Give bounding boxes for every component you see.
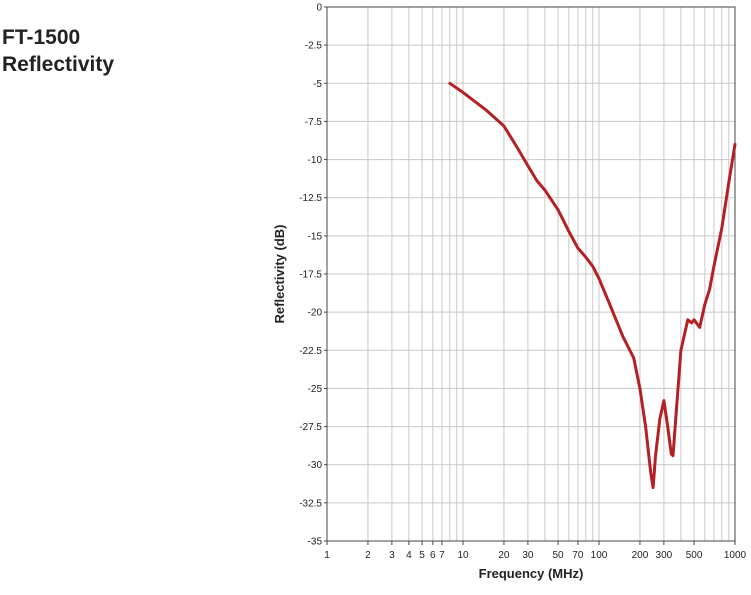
series-line-reflectivity — [448, 81, 737, 490]
y-tick-label: -12.5 — [299, 193, 322, 204]
x-tick-label: 5 — [419, 550, 425, 561]
y-tick-label: -20 — [308, 308, 323, 319]
y-tick-label: -27.5 — [299, 422, 322, 433]
grid — [326, 6, 735, 542]
y-tick-label: 0 — [316, 3, 322, 14]
y-tick-label: -10 — [308, 155, 323, 166]
series-group — [448, 81, 737, 490]
x-tick-label: 20 — [498, 550, 510, 561]
y-tick-label: -17.5 — [299, 270, 322, 281]
y-tick-label: -15 — [308, 231, 323, 242]
x-tick-label: 2 — [365, 550, 371, 561]
y-tick-label: -2.5 — [305, 41, 323, 52]
x-tick-label: 100 — [591, 550, 608, 561]
y-tick-label: -32.5 — [299, 498, 322, 509]
x-axis-label: Frequency (MHz) — [479, 566, 584, 581]
chart-title-line1: FT-1500 — [2, 26, 81, 49]
x-tick-label: 500 — [686, 550, 703, 561]
x-tick-labels: 1 2 3 4 5 6 7 10 20 30 50 70 100 200 300 500 1000 — [324, 541, 747, 561]
x-tick-label: 200 — [632, 550, 649, 561]
x-tick-label: 70 — [572, 550, 584, 561]
x-tick-label: 4 — [406, 550, 412, 561]
x-tick-label: 30 — [522, 550, 534, 561]
chart-title: FT-1500 Reflectivity — [2, 24, 114, 78]
x-tick-label: 10 — [457, 550, 469, 561]
y-tick-label: -7.5 — [305, 117, 323, 128]
y-tick-label: -30 — [308, 460, 323, 471]
x-tick-label: 7 — [439, 550, 445, 561]
plot-frame — [326, 6, 736, 542]
x-tick-label: 6 — [430, 550, 436, 561]
x-tick-label: 1000 — [724, 550, 747, 561]
y-axis-label: Reflectivity (dB) — [272, 225, 287, 324]
y-tick-labels: 0 -2.5 -5 -7.5 -10 -12.5 -15 -17.5 -20 -22.5 -25 -2… — [299, 3, 327, 548]
y-tick-label: -22.5 — [299, 346, 322, 357]
y-tick-label: -5 — [313, 79, 322, 90]
x-tick-label: 3 — [389, 550, 395, 561]
x-tick-label: 1 — [324, 550, 330, 561]
x-tick-label: 300 — [656, 550, 673, 561]
y-tick-label: -35 — [308, 537, 323, 548]
y-tick-label: -25 — [308, 384, 323, 395]
chart-title-line2: Reflectivity — [2, 53, 115, 76]
x-tick-label: 50 — [552, 550, 564, 561]
